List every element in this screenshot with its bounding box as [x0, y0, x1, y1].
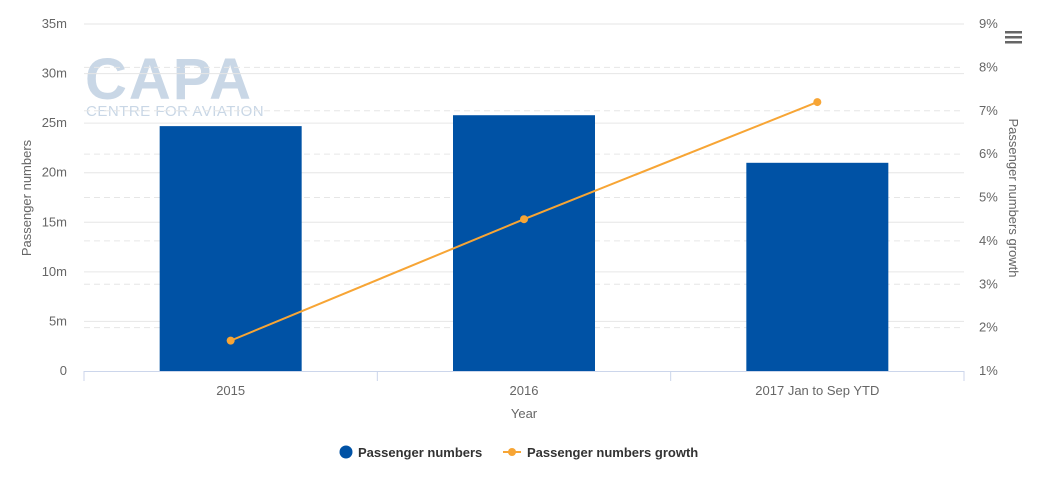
x-tick-label: 2016 — [510, 383, 539, 398]
legend-marker-point — [508, 448, 516, 456]
y-right-tick-label: 7% — [979, 103, 998, 118]
y-left-tick-label: 25m — [42, 115, 67, 130]
y-left-tick-label: 20m — [42, 165, 67, 180]
watermark: CAPA CENTRE FOR AVIATION — [85, 47, 264, 120]
watermark-logo: CAPA — [85, 47, 253, 112]
growth-point — [520, 215, 528, 224]
legend-item-passenger-numbers-growth[interactable]: Passenger numbers growth — [503, 445, 698, 460]
y-left-tick-label: 35m — [42, 16, 67, 31]
legend: Passenger numbers Passenger numbers grow… — [339, 445, 698, 460]
y-left-tick-label: 15m — [42, 214, 67, 229]
y-axis-left-title: Passenger numbers — [19, 139, 34, 256]
growth-point — [813, 98, 822, 107]
y-right-tick-label: 6% — [979, 146, 998, 161]
y-right-tick-label: 9% — [979, 16, 998, 31]
watermark-tagline: CENTRE FOR AVIATION — [86, 103, 264, 120]
bar — [159, 126, 302, 371]
legend-marker-bar — [339, 445, 353, 459]
y-left-tick-label: 30m — [42, 66, 67, 81]
legend-item-passenger-numbers[interactable]: Passenger numbers — [339, 445, 483, 460]
x-tick-label: 2017 Jan to Sep YTD — [755, 383, 879, 398]
axes: 0 5m 10m 15m 20m 25m 30m 35m 1% 2% 3% 4% 5% 6% 7% 8% 9% 2… — [42, 16, 999, 398]
y-right-tick-label: 5% — [979, 190, 998, 205]
legend-label-passenger-numbers: Passenger numbers — [358, 445, 482, 460]
bar — [746, 162, 889, 371]
y-axis-right-title: Passenger numbers growth — [1006, 119, 1021, 278]
y-left-tick-label: 5m — [49, 313, 67, 328]
y-right-tick-label: 3% — [979, 276, 998, 291]
y-left-tick-label: 0 — [60, 363, 67, 378]
legend-label-passenger-numbers-growth: Passenger numbers growth — [527, 445, 698, 460]
growth-point — [226, 336, 235, 345]
x-tick-label: 2015 — [216, 383, 245, 398]
y-right-tick-label: 4% — [979, 233, 998, 248]
y-right-tick-label: 8% — [979, 59, 998, 74]
y-right-tick-label: 1% — [979, 363, 998, 378]
bar — [453, 115, 595, 371]
x-axis-title: Year — [511, 406, 538, 421]
y-left-tick-label: 10m — [42, 264, 67, 279]
hamburger-menu-icon[interactable] — [1005, 31, 1022, 44]
line-series — [226, 98, 822, 345]
bar-series — [159, 115, 889, 371]
y-right-tick-label: 2% — [979, 320, 998, 335]
